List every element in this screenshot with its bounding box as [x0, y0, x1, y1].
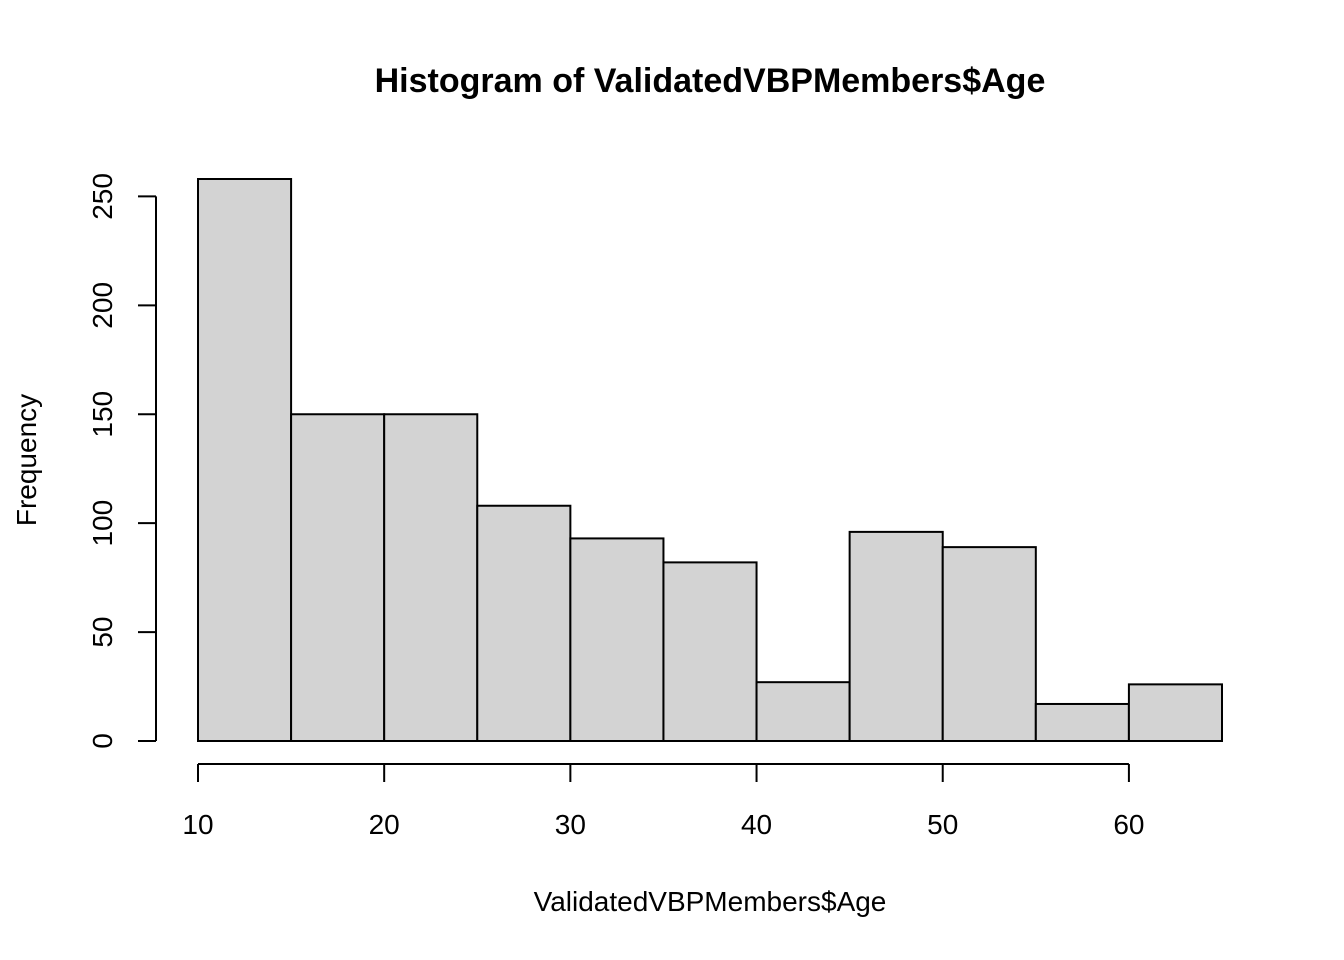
x-tick-label-3: 40 — [741, 809, 772, 840]
histogram-bar-5 — [662, 561, 758, 742]
x-tick-label-2: 30 — [555, 809, 586, 840]
histogram-bar-3 — [476, 504, 572, 742]
y-tick-label-1: 50 — [87, 617, 118, 648]
histogram-bar-4 — [569, 537, 665, 742]
histogram-bar-8 — [941, 546, 1037, 742]
histogram-bar-1 — [290, 413, 386, 742]
histogram-bar-0 — [197, 178, 293, 742]
y-tick-label-2: 100 — [87, 500, 118, 547]
x-tick-label-1: 20 — [369, 809, 400, 840]
x-tick-label-0: 10 — [182, 809, 213, 840]
histogram-bar-10 — [1127, 683, 1223, 742]
x-tick-label-4: 50 — [927, 809, 958, 840]
bars-group — [197, 178, 1223, 742]
histogram-bar-6 — [755, 681, 851, 742]
x-axis: 10 20 30 40 50 60 — [182, 763, 1144, 840]
y-axis: 0 50 100 150 200 250 — [87, 173, 157, 749]
histogram-bar-2 — [383, 413, 479, 742]
y-tick-label-5: 250 — [87, 173, 118, 220]
y-axis-label: Frequency — [11, 394, 42, 526]
y-tick-label-0: 0 — [87, 733, 118, 749]
x-tick-label-5: 60 — [1113, 809, 1144, 840]
x-axis-label: ValidatedVBPMembers$Age — [534, 886, 887, 917]
histogram-bar-9 — [1034, 702, 1130, 742]
y-tick-label-3: 150 — [87, 391, 118, 438]
chart-title: Histogram of ValidatedVBPMembers$Age — [375, 62, 1046, 100]
histogram-bar-7 — [848, 530, 944, 742]
y-tick-label-4: 200 — [87, 282, 118, 329]
